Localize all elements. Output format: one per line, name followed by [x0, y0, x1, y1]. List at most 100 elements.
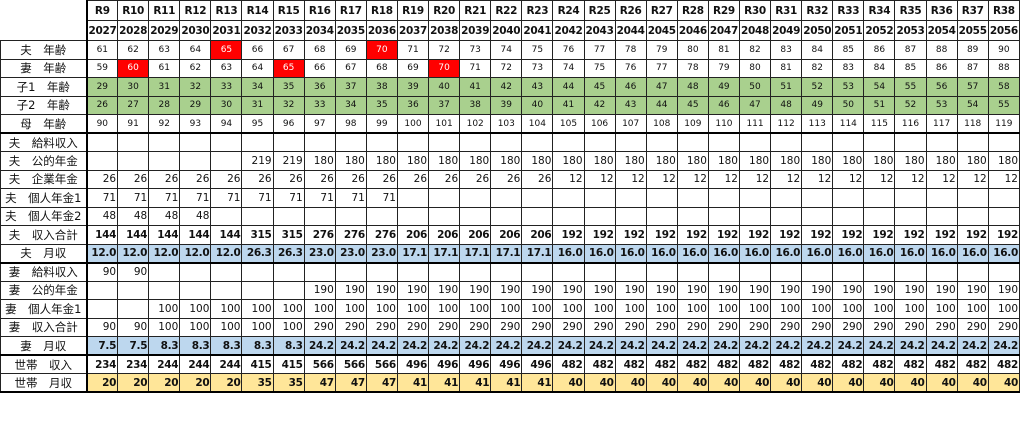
- data-cell[interactable]: 55: [987, 95, 1021, 115]
- data-cell[interactable]: 180: [396, 151, 430, 171]
- data-cell[interactable]: 12: [552, 169, 585, 189]
- data-cell[interactable]: 61: [148, 58, 181, 78]
- data-cell[interactable]: 53: [925, 95, 958, 115]
- data-cell[interactable]: 71: [179, 188, 212, 208]
- data-cell[interactable]: 12: [770, 169, 803, 189]
- data-cell[interactable]: 69: [396, 58, 430, 78]
- data-cell[interactable]: 190: [770, 280, 803, 300]
- data-cell[interactable]: 94: [210, 114, 243, 134]
- data-cell[interactable]: 100: [707, 299, 740, 319]
- data-cell[interactable]: 8.3: [148, 336, 181, 356]
- data-cell[interactable]: [863, 206, 896, 226]
- data-cell[interactable]: 42: [490, 77, 523, 97]
- data-cell[interactable]: 35: [272, 373, 305, 393]
- data-cell[interactable]: 8.3: [179, 336, 212, 356]
- data-cell[interactable]: 111: [738, 114, 772, 134]
- data-cell[interactable]: 48: [148, 206, 181, 226]
- data-cell[interactable]: 29: [179, 95, 212, 115]
- data-cell[interactable]: 100: [396, 114, 430, 134]
- data-cell[interactable]: 30: [117, 77, 150, 97]
- data-cell[interactable]: 180: [365, 151, 398, 171]
- data-cell[interactable]: 290: [863, 317, 896, 337]
- header-cell-years[interactable]: 2035: [334, 20, 367, 41]
- data-cell[interactable]: [894, 132, 927, 152]
- data-cell[interactable]: 12: [614, 169, 647, 189]
- data-cell[interactable]: 47: [303, 373, 336, 393]
- header-cell-eras[interactable]: R10: [117, 0, 150, 21]
- data-cell[interactable]: 12: [863, 169, 896, 189]
- data-cell[interactable]: 41: [459, 77, 492, 97]
- data-cell[interactable]: 71: [365, 188, 398, 208]
- data-cell[interactable]: 91: [117, 114, 150, 134]
- data-cell[interactable]: 87: [894, 40, 927, 60]
- data-cell[interactable]: 62: [179, 58, 212, 78]
- data-cell[interactable]: 95: [241, 114, 274, 134]
- data-cell[interactable]: 47: [365, 373, 398, 393]
- data-cell[interactable]: 47: [645, 77, 678, 97]
- data-cell[interactable]: 190: [956, 280, 989, 300]
- data-cell[interactable]: 20: [148, 373, 181, 393]
- data-cell[interactable]: 290: [645, 317, 678, 337]
- data-cell[interactable]: 190: [583, 280, 616, 300]
- data-cell[interactable]: 71: [396, 40, 430, 60]
- data-cell[interactable]: 100: [365, 299, 398, 319]
- data-cell[interactable]: 100: [148, 299, 181, 319]
- data-cell[interactable]: [552, 132, 585, 152]
- data-cell[interactable]: 482: [894, 354, 927, 374]
- data-cell[interactable]: 45: [676, 95, 709, 115]
- data-cell[interactable]: [396, 188, 430, 208]
- data-cell[interactable]: 41: [521, 373, 554, 393]
- data-cell[interactable]: 100: [148, 317, 181, 337]
- data-cell[interactable]: 71: [148, 188, 181, 208]
- header-cell-eras[interactable]: R25: [583, 0, 616, 21]
- data-cell[interactable]: 49: [801, 95, 834, 115]
- header-cell-eras[interactable]: R12: [179, 0, 212, 21]
- data-cell[interactable]: 192: [770, 225, 803, 245]
- data-cell[interactable]: [832, 188, 865, 208]
- data-cell[interactable]: 75: [521, 40, 554, 60]
- data-cell[interactable]: 180: [894, 151, 927, 171]
- data-cell[interactable]: 77: [583, 40, 616, 60]
- header-cell-years[interactable]: 2053: [894, 20, 927, 41]
- data-cell[interactable]: 100: [210, 299, 243, 319]
- data-cell[interactable]: 81: [707, 40, 740, 60]
- data-cell[interactable]: 24.2: [334, 336, 367, 356]
- data-cell[interactable]: 290: [801, 317, 834, 337]
- data-cell[interactable]: 244: [210, 354, 243, 374]
- header-cell-years[interactable]: 2044: [614, 20, 647, 41]
- data-cell[interactable]: [863, 188, 896, 208]
- data-cell[interactable]: 100: [832, 299, 865, 319]
- header-cell-eras[interactable]: R9: [86, 0, 119, 21]
- data-cell[interactable]: 290: [303, 317, 336, 337]
- data-cell[interactable]: 290: [428, 317, 461, 337]
- data-cell[interactable]: [490, 261, 523, 282]
- data-cell[interactable]: 72: [428, 40, 461, 60]
- data-cell[interactable]: 26: [272, 169, 305, 189]
- data-cell[interactable]: 190: [801, 280, 834, 300]
- data-cell[interactable]: 24.2: [428, 336, 461, 356]
- data-cell[interactable]: 63: [148, 40, 181, 60]
- header-cell-eras[interactable]: R14: [241, 0, 274, 21]
- data-cell[interactable]: 144: [179, 225, 212, 245]
- data-cell[interactable]: [521, 206, 554, 226]
- data-cell[interactable]: 192: [583, 225, 616, 245]
- data-cell[interactable]: 31: [148, 77, 181, 97]
- data-cell[interactable]: 90: [117, 317, 150, 337]
- data-cell[interactable]: 31: [241, 95, 274, 115]
- data-cell[interactable]: 79: [707, 58, 740, 78]
- data-cell[interactable]: [614, 188, 647, 208]
- data-cell[interactable]: [738, 188, 772, 208]
- data-cell[interactable]: 144: [148, 225, 181, 245]
- data-cell[interactable]: 92: [148, 114, 181, 134]
- data-cell[interactable]: 66: [303, 58, 336, 78]
- data-cell[interactable]: 290: [738, 317, 772, 337]
- data-cell[interactable]: 50: [832, 95, 865, 115]
- data-cell[interactable]: 234: [117, 354, 150, 374]
- data-cell[interactable]: [396, 206, 430, 226]
- data-cell[interactable]: 190: [428, 280, 461, 300]
- data-cell[interactable]: 192: [707, 225, 740, 245]
- data-cell[interactable]: 290: [707, 317, 740, 337]
- data-cell[interactable]: 190: [738, 280, 772, 300]
- data-cell[interactable]: 119: [987, 114, 1021, 134]
- data-cell[interactable]: 290: [987, 317, 1021, 337]
